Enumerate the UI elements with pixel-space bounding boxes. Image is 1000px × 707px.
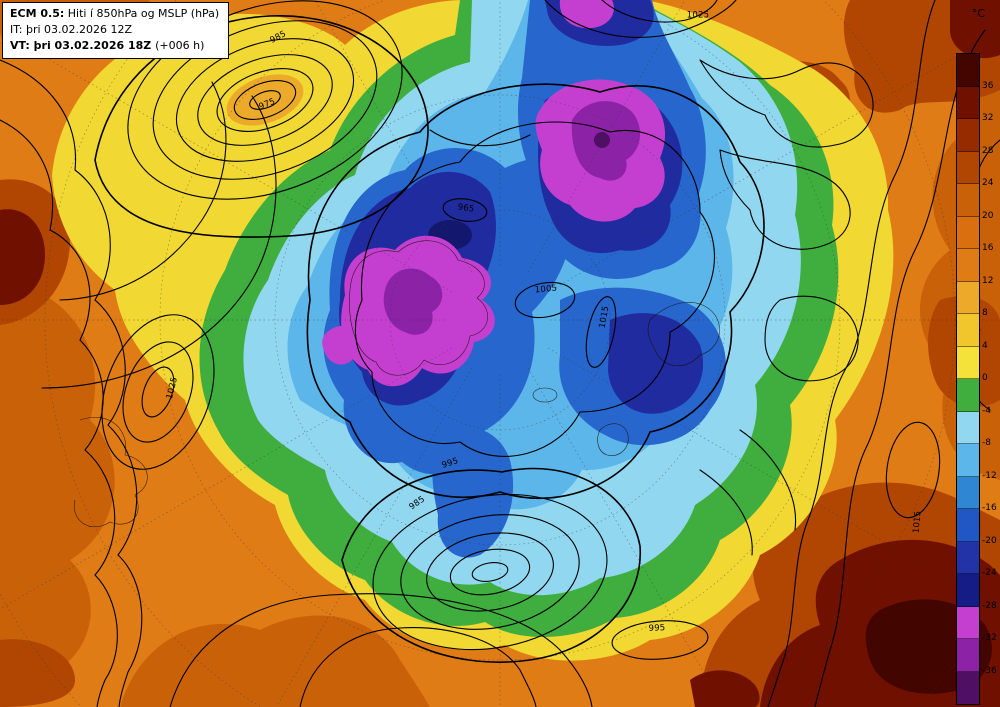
isobar-label: 1005 [534,284,557,296]
isobar-label: 965 [457,202,475,214]
isobar-label: 1015 [912,510,924,533]
coastlines [73,240,720,528]
map-title: Hiti í 850hPa og MSLP (hPa) [67,7,220,20]
forecast-offset: (+006 h) [155,39,205,52]
isobar-label: 1025 [687,11,709,21]
isobar-label: 995 [441,456,460,471]
init-time: IT: þri 03.02.2026 12Z [10,23,133,36]
title-line: ECM 0.5: Hiti í 850hPa og MSLP (hPa) [10,6,219,22]
isobar-label: 1015 [598,305,612,329]
model-name: ECM 0.5: [10,7,65,20]
map-title-box: ECM 0.5: Hiti í 850hPa og MSLP (hPa) IT:… [2,2,230,59]
valid-time: VT: þri 03.02.2026 18Z (+006 h) [10,38,219,54]
valid-time-text: VT: þri 03.02.2026 18Z [10,39,152,52]
isobar-label: 995 [648,623,665,634]
